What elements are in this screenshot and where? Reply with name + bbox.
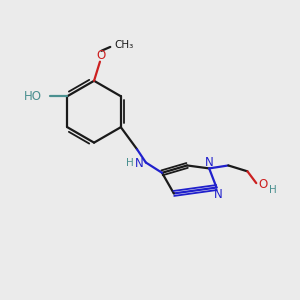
Text: H: H	[268, 184, 276, 195]
Text: N: N	[205, 156, 214, 169]
Text: N: N	[214, 188, 222, 200]
Text: O: O	[97, 49, 106, 62]
Text: CH₃: CH₃	[115, 40, 134, 50]
Text: H: H	[126, 158, 134, 167]
Text: O: O	[258, 178, 267, 191]
Text: N: N	[135, 158, 144, 170]
Text: HO: HO	[24, 90, 42, 103]
